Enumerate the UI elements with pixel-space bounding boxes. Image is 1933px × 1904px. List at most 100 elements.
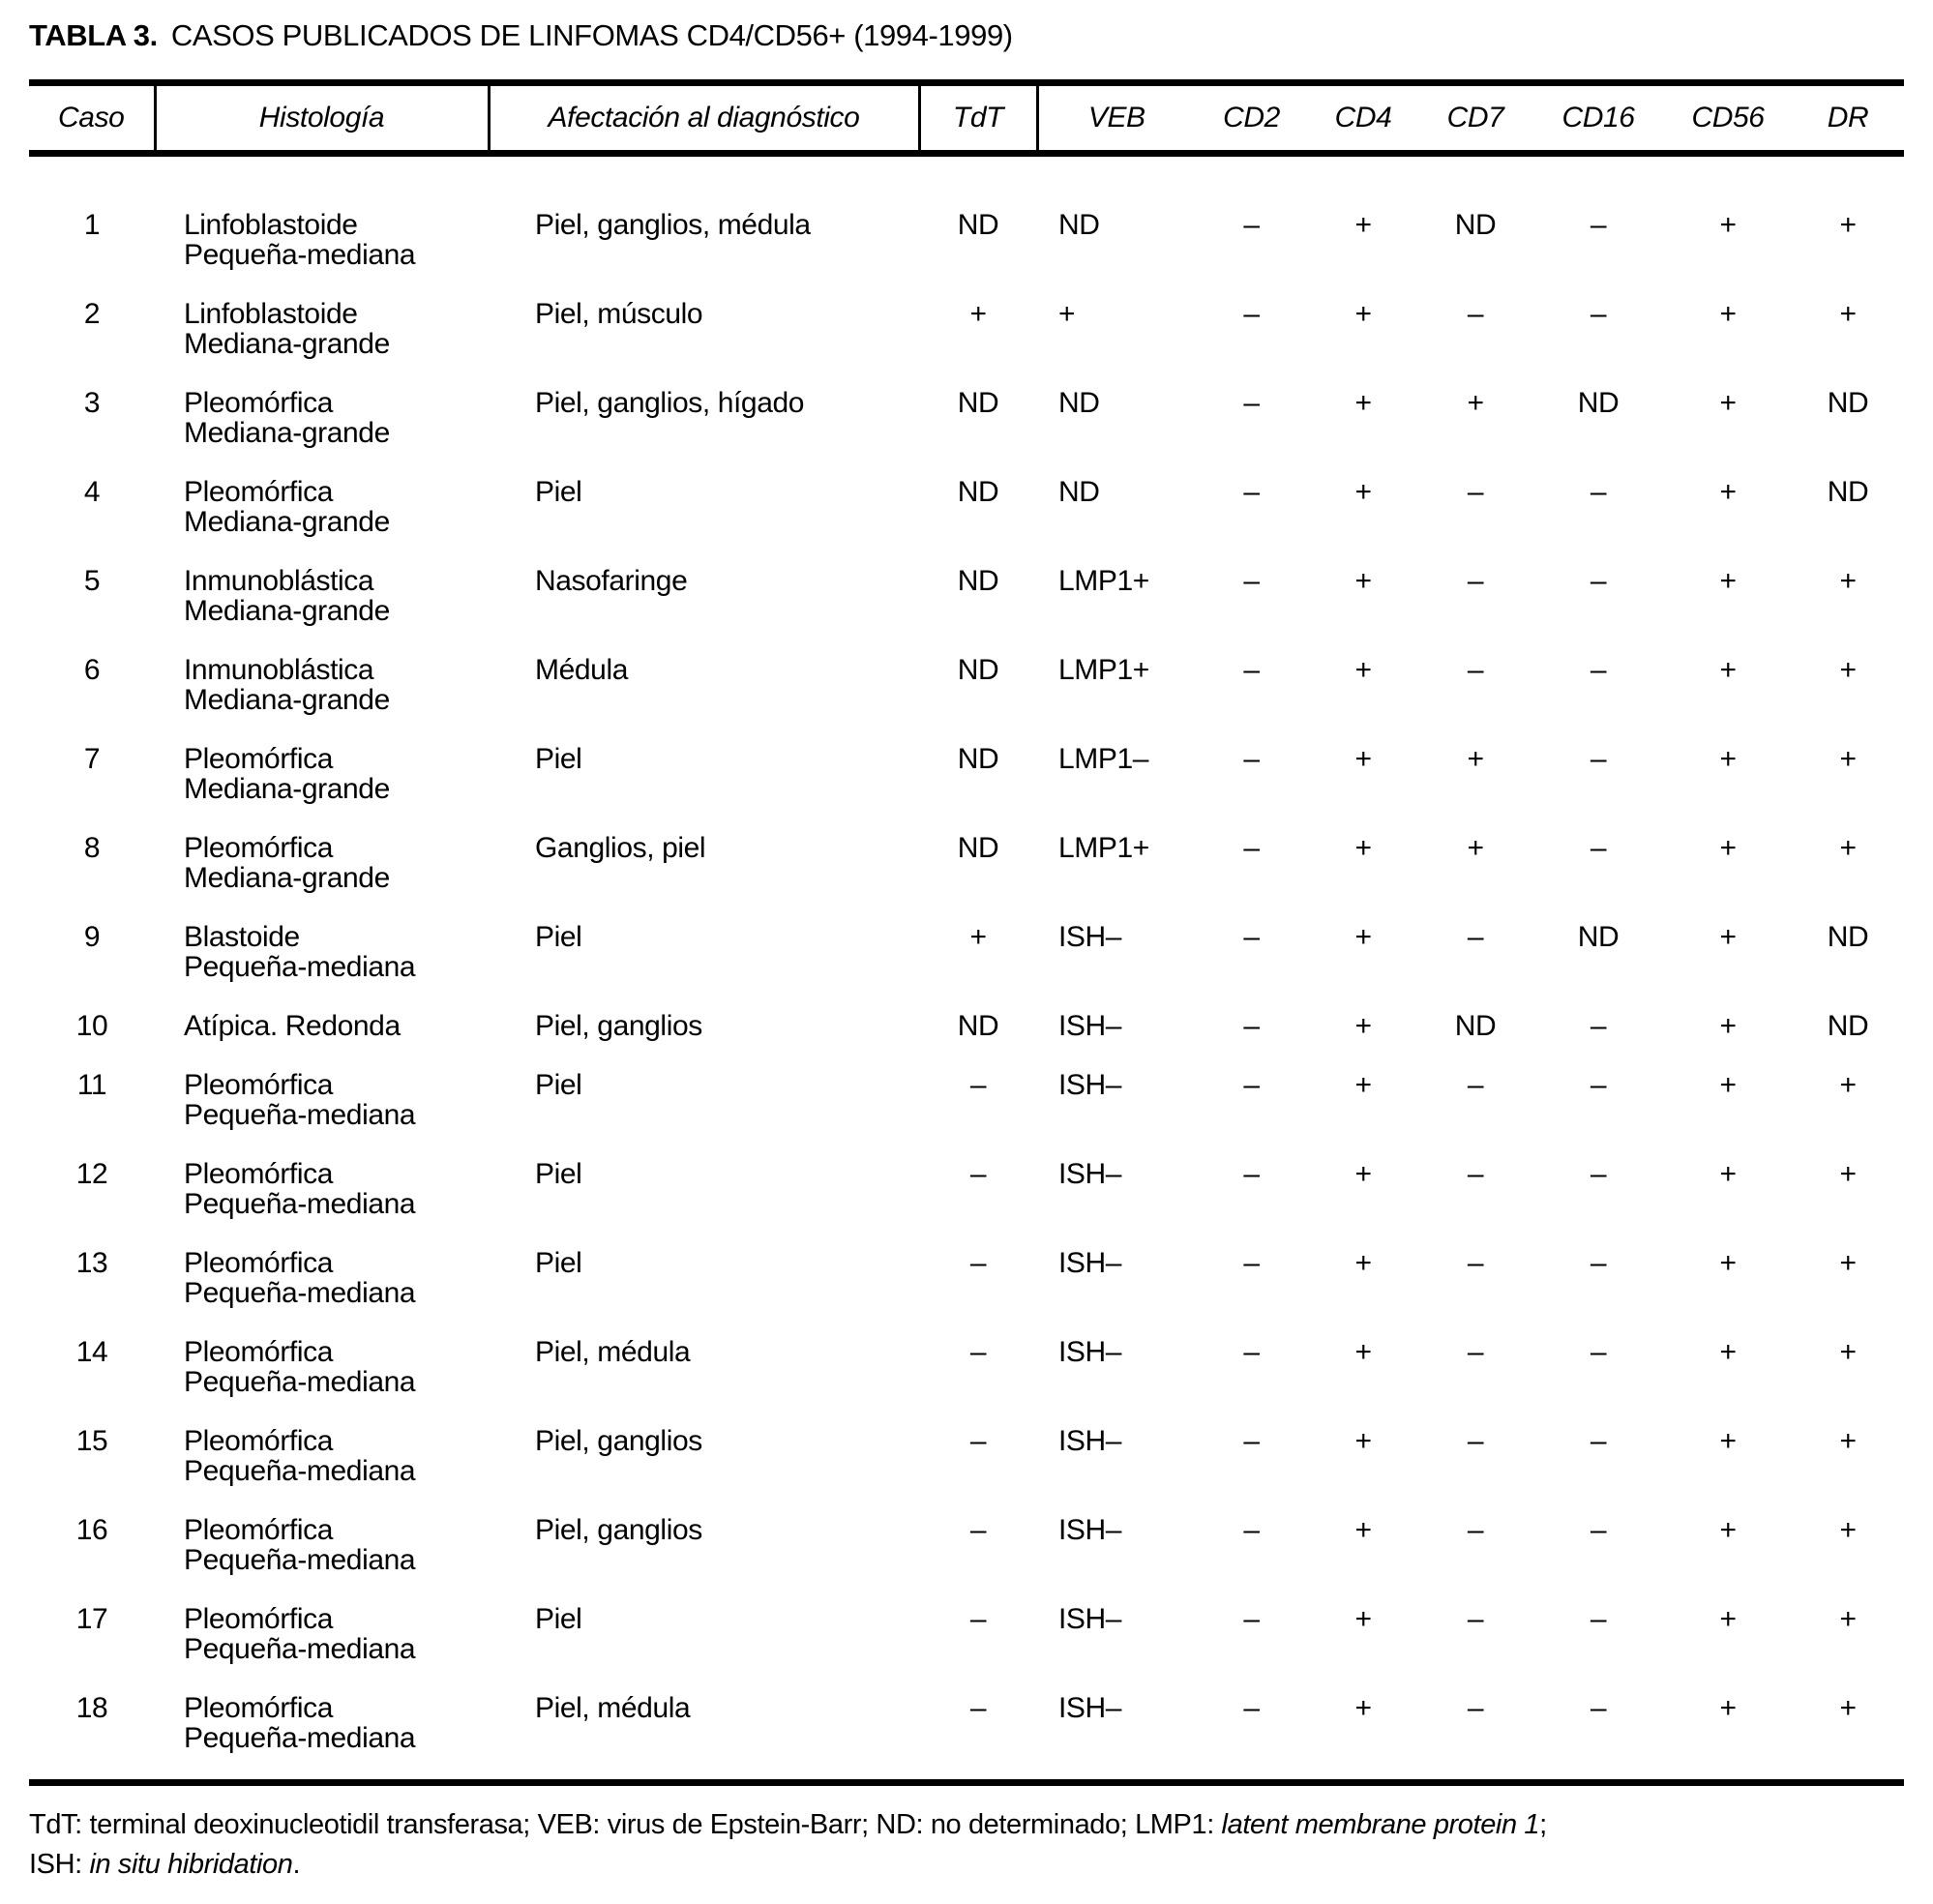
histologia-line: Mediana-grande <box>184 328 390 360</box>
cell-dr: + <box>1839 743 1857 775</box>
cell-cd7: ND <box>1454 209 1497 241</box>
cell-cd7: – <box>1467 298 1484 330</box>
histologia-line: Pequeña-mediana <box>184 1633 416 1665</box>
cell-histologia: Pleomórfica Pequeña-mediana <box>155 1486 489 1575</box>
cell-veb: ISH– <box>1058 1010 1122 1042</box>
cell-caso: 9 <box>83 921 101 953</box>
table-row: 6 Inmunoblástica Mediana-grande Médula ND LMP… <box>29 626 1904 715</box>
table-row: 12 Pleomórfica Pequeña-mediana Piel – ISH– – + –… <box>29 1130 1904 1219</box>
cell-veb: ISH– <box>1058 1514 1122 1546</box>
cell-cd4: + <box>1354 565 1372 597</box>
cell-cd16: – <box>1590 565 1607 597</box>
histologia-line: Mediana-grande <box>184 773 390 805</box>
cell-cd16: – <box>1590 1158 1607 1190</box>
histologia-line: Pleomórfica <box>184 1158 333 1190</box>
cell-cd4: + <box>1354 1336 1372 1368</box>
cell-cd7: – <box>1467 476 1484 508</box>
header-cd7: CD7 <box>1446 102 1504 134</box>
cell-caso: 16 <box>75 1514 108 1546</box>
header-histologia: Histología <box>153 82 489 154</box>
cell-cd7: ND <box>1454 1010 1497 1042</box>
header-cd56: CD56 <box>1691 102 1765 134</box>
cell-histologia: Pleomórfica Pequeña-mediana <box>155 1041 489 1130</box>
cell-veb: ISH– <box>1058 1425 1122 1457</box>
cell-afectacion: Piel <box>535 743 582 775</box>
histologia-line: Mediana-grande <box>184 417 390 449</box>
histologia-line: Pleomórfica <box>184 1336 333 1368</box>
cell-tdt: – <box>969 1692 987 1724</box>
cell-caso: 1 <box>83 209 101 241</box>
cell-tdt: – <box>969 1514 987 1546</box>
cell-cd2: – <box>1243 1692 1260 1724</box>
cell-afectacion: Nasofaringe <box>535 565 688 597</box>
cell-dr: + <box>1839 654 1857 686</box>
table-row: 2 Linfoblastoide Mediana-grande Piel, múscu… <box>29 270 1904 359</box>
cell-veb: ISH– <box>1058 1069 1122 1101</box>
histologia-line: Inmunoblástica <box>184 654 374 686</box>
cell-cd7: + <box>1467 832 1484 864</box>
cell-afectacion: Piel <box>535 1158 582 1190</box>
footnote-line: ISH: in situ hibridation. <box>29 1845 1904 1885</box>
cell-cd7: + <box>1467 743 1484 775</box>
histologia-line: Pleomórfica <box>184 1247 333 1279</box>
cell-dr: ND <box>1827 1010 1869 1042</box>
cell-afectacion: Piel, músculo <box>535 298 703 330</box>
table-row: 14 Pleomórfica Pequeña-mediana Piel, médula… <box>29 1308 1904 1397</box>
cell-histologia: Pleomórfica Mediana-grande <box>155 804 489 893</box>
cell-cd16: – <box>1590 654 1607 686</box>
cell-cd2: – <box>1243 1514 1260 1546</box>
cell-cd16: – <box>1590 209 1607 241</box>
cell-cd2: – <box>1243 832 1260 864</box>
cell-histologia: Pleomórfica Pequeña-mediana <box>155 1397 489 1486</box>
cell-veb: LMP1+ <box>1058 832 1149 864</box>
cell-veb: ISH– <box>1058 1603 1122 1635</box>
header-row: Caso Histología Afectación al diagnóstic… <box>29 82 1904 154</box>
cell-cd4: + <box>1354 476 1372 508</box>
cell-histologia: Linfoblastoide Mediana-grande <box>155 270 489 359</box>
cell-cd16: – <box>1590 1336 1607 1368</box>
cell-cd7: – <box>1467 1425 1484 1457</box>
cell-afectacion: Piel, médula <box>535 1336 691 1368</box>
cell-dr: + <box>1839 1425 1857 1457</box>
cell-tdt: ND <box>957 209 999 241</box>
footnote-italic-text: in situ hibridation <box>89 1849 293 1880</box>
cell-caso: 2 <box>83 298 101 330</box>
histologia-line: Pequeña-mediana <box>184 1455 416 1487</box>
cell-cd2: – <box>1243 1010 1260 1042</box>
cell-cd16: – <box>1590 476 1607 508</box>
cell-cd4: + <box>1354 832 1372 864</box>
cell-tdt: ND <box>957 387 999 419</box>
cell-tdt: – <box>969 1158 987 1190</box>
cell-cd2: – <box>1243 387 1260 419</box>
cell-histologia: Pleomórfica Pequeña-mediana <box>155 1308 489 1397</box>
cell-dr: + <box>1839 565 1857 597</box>
histologia-line: Inmunoblástica <box>184 565 374 597</box>
histologia-line: Pequeña-mediana <box>184 1099 416 1131</box>
cell-cd4: + <box>1354 743 1372 775</box>
histologia-line: Pleomórfica <box>184 1425 333 1457</box>
cell-cd16: ND <box>1577 387 1620 419</box>
cell-cd56: + <box>1719 1336 1737 1368</box>
cell-dr: + <box>1839 1692 1857 1724</box>
cell-cd2: – <box>1243 1069 1260 1101</box>
table-row: 11 Pleomórfica Pequeña-mediana Piel – ISH– – + –… <box>29 1041 1904 1130</box>
cell-caso: 17 <box>75 1603 108 1635</box>
histologia-line: Pequeña-mediana <box>184 239 416 271</box>
histologia-line: Pleomórfica <box>184 1069 333 1101</box>
cell-cd7: – <box>1467 1692 1484 1724</box>
cell-caso: 10 <box>75 1010 108 1042</box>
cell-afectacion: Ganglios, piel <box>535 832 706 864</box>
cell-dr: + <box>1839 1158 1857 1190</box>
cell-dr: + <box>1839 832 1857 864</box>
cell-dr: ND <box>1827 387 1869 419</box>
cell-caso: 14 <box>75 1336 108 1368</box>
histologia-line: Mediana-grande <box>184 862 390 894</box>
cell-tdt: – <box>969 1603 987 1635</box>
cell-cd4: + <box>1354 387 1372 419</box>
cell-cd2: – <box>1243 1603 1260 1635</box>
cell-caso: 11 <box>76 1069 107 1101</box>
cell-cd4: + <box>1354 298 1372 330</box>
cell-cd7: – <box>1467 1069 1484 1101</box>
cell-cd4: + <box>1354 1010 1372 1042</box>
cell-caso: 4 <box>83 476 101 508</box>
